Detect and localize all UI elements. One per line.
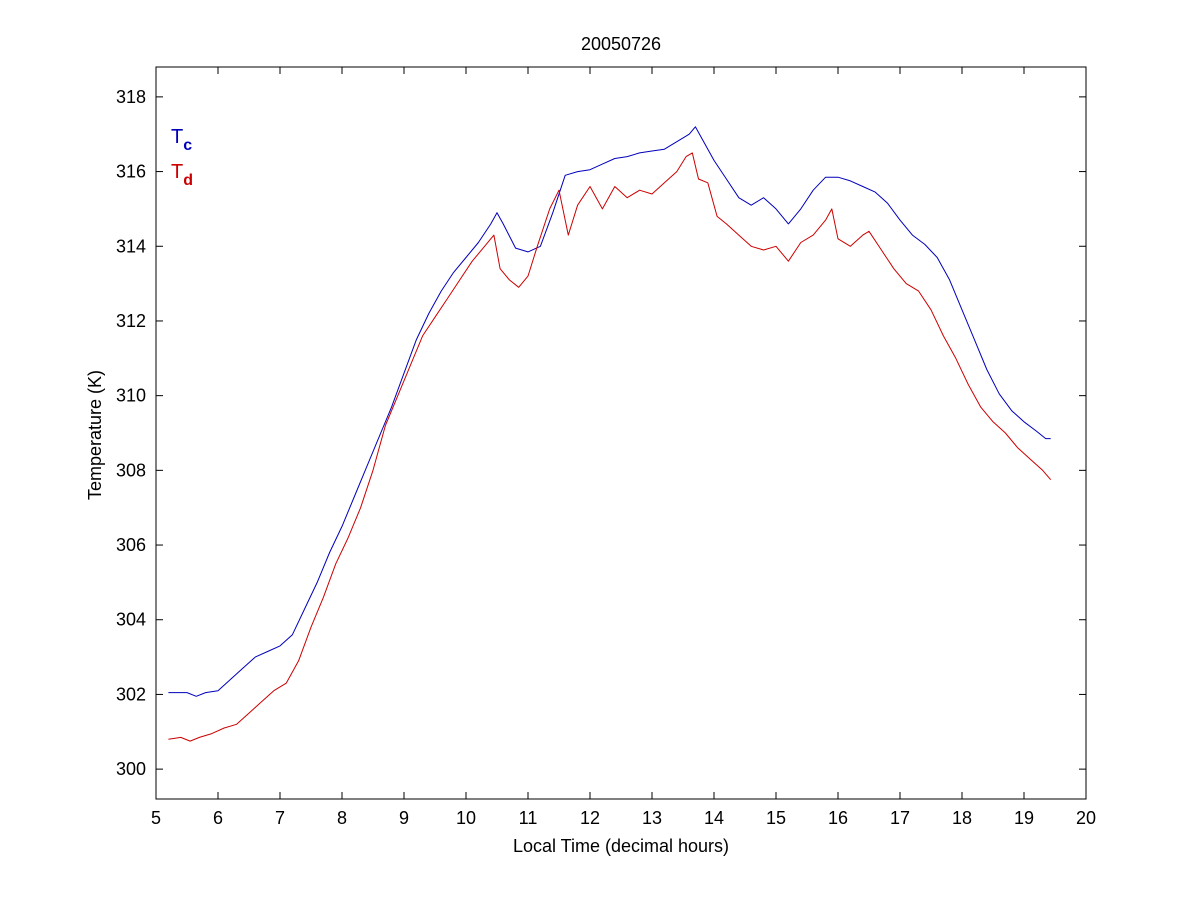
series-line-td xyxy=(168,152,1052,742)
y-axis-label: Temperature (K) xyxy=(85,370,105,500)
y-tick-label: 306 xyxy=(116,535,146,555)
x-tick-label: 12 xyxy=(580,808,600,828)
y-tick-label: 310 xyxy=(116,386,146,406)
chart-title: 20050726 xyxy=(581,34,661,54)
x-tick-label: 16 xyxy=(828,808,848,828)
y-tick-label: 316 xyxy=(116,162,146,182)
legend: Tc Td xyxy=(171,126,193,189)
plot-frame xyxy=(155,66,1087,800)
legend-entry-td: Td xyxy=(171,161,193,189)
legend-entry-tc: Tc xyxy=(171,126,192,154)
x-tick-label: 13 xyxy=(642,808,662,828)
y-tick-label: 308 xyxy=(116,460,146,480)
y-tick-label: 314 xyxy=(116,236,146,256)
y-axis-ticks: 300 302 304 306 308 310 312 314 316 318 xyxy=(116,87,1086,779)
series-line-tc xyxy=(168,126,1051,697)
x-tick-label: 18 xyxy=(952,808,972,828)
y-tick-label: 318 xyxy=(116,87,146,107)
y-tick-label: 300 xyxy=(116,759,146,779)
x-tick-label: 10 xyxy=(456,808,476,828)
x-tick-label: 20 xyxy=(1076,808,1096,828)
x-tick-label: 11 xyxy=(519,808,538,828)
x-axis-ticks: 5 6 7 8 9 10 11 12 13 14 15 16 17 18 19 20 xyxy=(151,67,1096,828)
x-tick-label: 17 xyxy=(890,808,910,828)
x-tick-label: 7 xyxy=(275,808,285,828)
x-tick-label: 8 xyxy=(337,808,347,828)
x-axis-label: Local Time (decimal hours) xyxy=(513,836,729,856)
y-tick-label: 302 xyxy=(116,684,146,704)
x-tick-label: 9 xyxy=(399,808,409,828)
x-tick-label: 15 xyxy=(766,808,786,828)
series-layer xyxy=(168,126,1052,742)
y-tick-label: 312 xyxy=(116,311,146,331)
x-tick-label: 5 xyxy=(151,808,161,828)
x-tick-label: 6 xyxy=(213,808,223,828)
x-tick-label: 19 xyxy=(1014,808,1034,828)
x-tick-label: 14 xyxy=(704,808,724,828)
y-tick-label: 304 xyxy=(116,610,146,630)
